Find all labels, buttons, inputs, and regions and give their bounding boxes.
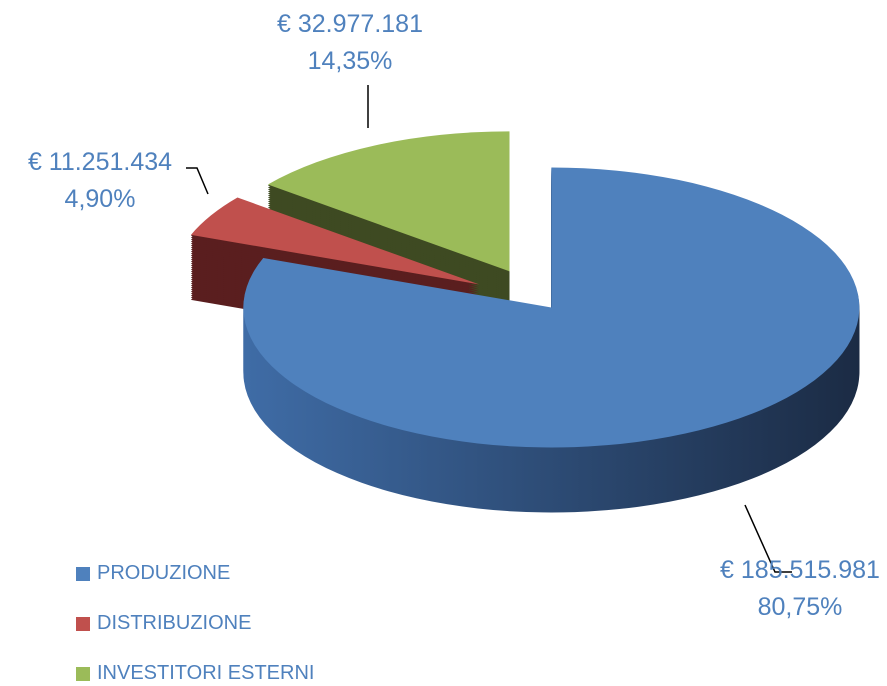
pie — [190, 131, 860, 513]
legend-item: PRODUZIONE — [76, 562, 230, 585]
data-label: € 11.251.434 4,90% — [0, 144, 200, 218]
value-label: € 185.515.981 — [720, 556, 880, 584]
legend-item: DISTRIBUZIONE — [76, 612, 251, 635]
percent-label: 4,90% — [64, 185, 136, 213]
leader-line — [186, 167, 209, 195]
legend-swatch — [76, 616, 90, 631]
leader-line — [744, 504, 792, 573]
slice — [243, 167, 860, 448]
value-label: € 32.977.181 — [277, 10, 423, 38]
percent-label: 14,35% — [307, 47, 393, 75]
slice — [190, 197, 480, 285]
legend-label: INVESTITORI ESTERNI — [97, 662, 315, 684]
legend-swatch — [76, 566, 90, 581]
legend-swatch — [76, 666, 90, 681]
legend-label: PRODUZIONE — [97, 562, 231, 584]
value-label: € 11.251.434 — [27, 148, 173, 176]
legend-label: DISTRIBUZIONE — [97, 612, 252, 634]
legend-item: INVESTITORI ESTERNI — [76, 662, 314, 685]
data-label: € 185.515.981 80,75% — [715, 552, 885, 626]
slice — [267, 131, 510, 272]
data-label: € 32.977.181 14,35% — [250, 6, 450, 80]
percent-label: 80,75% — [757, 593, 843, 621]
